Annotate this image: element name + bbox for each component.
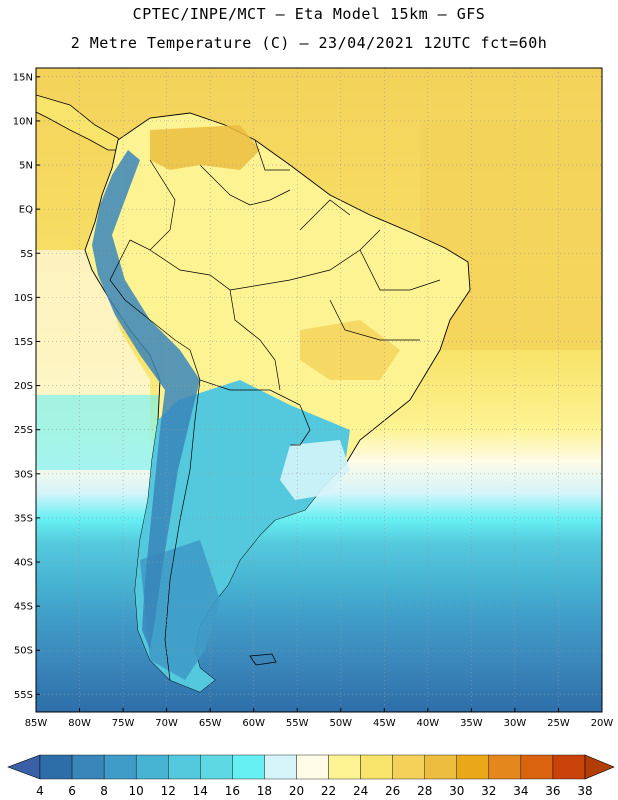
chart-title-line-1: CPTEC/INPE/MCT – Eta Model 15km – GFS [132,5,486,23]
colorbar-swatch [392,754,425,780]
colorbar-swatch [168,754,201,780]
colorbar-label: 14 [193,784,208,798]
lat-label: 15N [13,72,33,83]
colorbar-swatch [296,754,329,780]
lat-label: 40S [14,558,33,569]
colorbar-swatch [39,754,73,780]
map-body [36,68,602,712]
lon-label: 60W [242,718,265,729]
andes-cold-ridge [92,150,200,650]
lon-label: 65W [199,718,222,729]
lat-label: EQ [19,205,33,216]
brazil-warm-patch [300,320,400,380]
lat-label: 10N [13,116,33,127]
lon-label: 85W [25,718,48,729]
colorbar-swatch [200,754,233,780]
lon-label: 50W [329,718,352,729]
lat-label: 5N [19,161,33,172]
chart-title-line-2: 2 Metre Temperature (C) – 23/04/2021 12U… [70,34,548,52]
colorbar-label: 24 [353,784,368,798]
lon-label: 40W [417,718,440,729]
colorbar-label: 28 [417,784,432,798]
lat-label: 20S [14,381,33,392]
colorbar-swatch [520,754,554,780]
colorbar-label: 10 [129,784,144,798]
lat-label: 55S [14,690,33,701]
longitude-tick-labels: 85W 80W 75W 70W 65W 60W 55W 50W 45W 40W 35W 30W 25W 2… [25,708,614,729]
colorbar-label: 36 [545,784,560,798]
colorbar-label: 26 [385,784,400,798]
lon-label: 30W [504,718,527,729]
colorbar-swatch [103,754,137,780]
lat-label: 25S [14,425,33,436]
colorbar-label: 38 [577,784,592,798]
colorbar-label: 4 [36,784,44,798]
lon-label: 80W [68,718,91,729]
colorbar-swatch [424,754,457,780]
colorbar: 4 6 8 10 12 14 16 18 20 22 24 26 28 30 32 34 36 38 [7,754,615,798]
lon-label: 25W [547,718,570,729]
pacific-cold-band [36,395,160,470]
map-frame [35,67,603,713]
central-america-land [36,94,123,151]
colorbar-label: 32 [481,784,496,798]
lat-label: 50S [14,646,33,657]
colorbar-label: 20 [289,784,304,798]
colorbar-swatch [232,754,265,780]
colorbar-label: 18 [257,784,272,798]
colorbar-label: 22 [321,784,336,798]
colorbar-low-arrow [7,754,41,780]
lon-label: 35W [460,718,483,729]
colorbar-swatch [360,754,393,780]
lon-label: 70W [155,718,178,729]
falkland-islands [249,653,277,666]
colorbar-swatch [264,754,297,780]
lon-label: 55W [286,718,309,729]
colorbar-swatch [552,754,586,780]
colorbar-high-arrow [584,754,615,780]
colorbar-label: 8 [100,784,108,798]
lat-label: 30S [14,469,33,480]
lat-label: 5S [20,249,33,260]
lat-label: 35S [14,513,33,524]
graticule [36,68,602,712]
colorbar-swatch [135,754,169,780]
venezuela-warm-patch [150,125,260,170]
lat-label: 15S [14,337,33,348]
lon-label: 75W [112,718,135,729]
colorbar-label: 12 [161,784,176,798]
colorbar-label: 34 [513,784,528,798]
lon-label: 20W [591,718,614,729]
colorbar-label: 6 [68,784,76,798]
colorbar-label: 30 [449,784,464,798]
colorbar-swatch [456,754,490,780]
latitude-tick-labels: 15N 10N 5N EQ 5S 10S 15S 20S 25S 30S 35S 40S 45S 50S 5… [13,72,40,701]
country-borders [109,139,441,681]
colorbar-swatch [488,754,522,780]
lon-label: 45W [373,718,396,729]
colorbar-swatch [328,754,361,780]
lat-label: 45S [14,602,33,613]
colorbar-swatch [71,754,105,780]
colorbar-label: 16 [225,784,240,798]
lat-label: 10S [14,293,33,304]
